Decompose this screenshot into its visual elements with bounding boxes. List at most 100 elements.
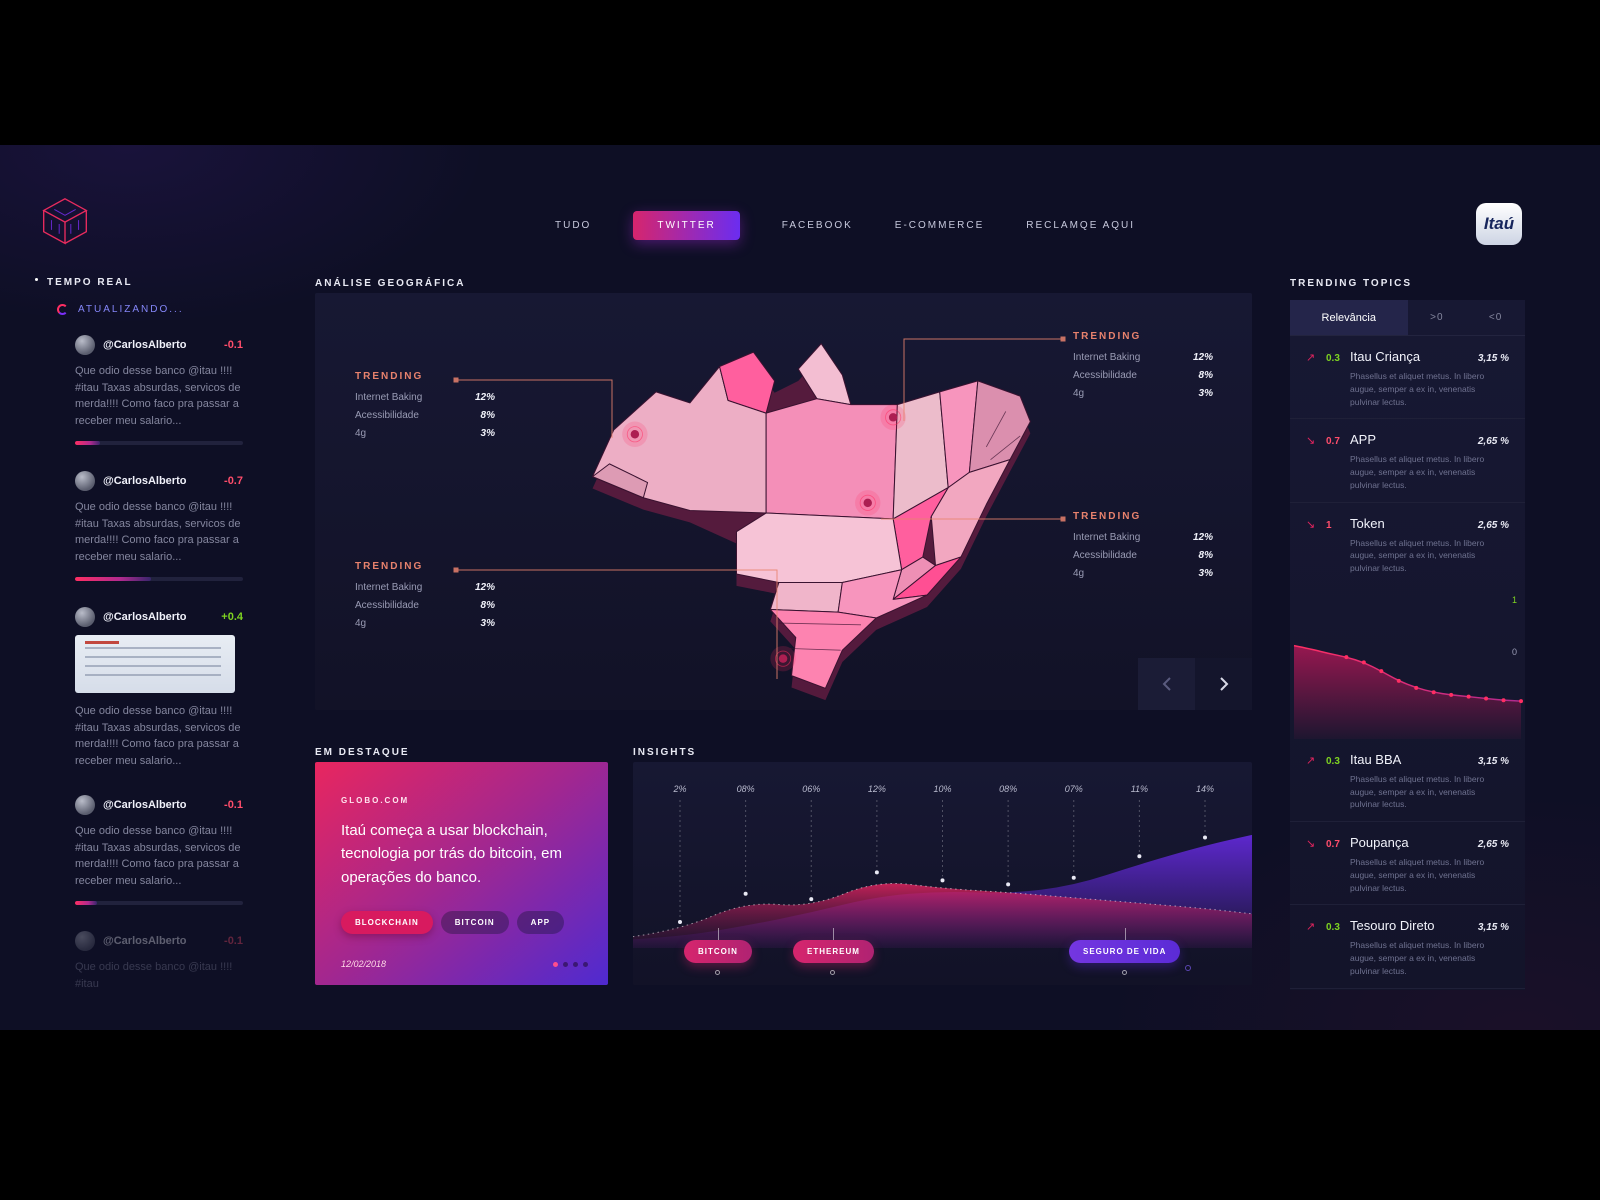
sentiment-score: -0.1 <box>224 339 243 351</box>
x-tick: 2% <box>673 784 687 794</box>
topic-item[interactable]: ↗ 0.3 Tesouro Direto 3,15 % Phasellus et… <box>1290 905 1525 989</box>
avatar <box>75 471 95 491</box>
nav-item-twitter[interactable]: TWITTER <box>633 211 740 240</box>
brazil-map[interactable] <box>530 303 1070 701</box>
topic-score: 0.3 <box>1326 755 1340 767</box>
trend-down-icon: ↘ <box>1306 838 1316 850</box>
feed-title: TEMPO REAL <box>35 277 245 288</box>
tweet-handle: @CarlosAlberto <box>103 799 187 811</box>
tweet-card[interactable]: @CarlosAlberto -0.1 Que odio desse banco… <box>75 931 243 992</box>
topic-item[interactable]: ↗ 0.3 Itau Criança 3,15 % Phasellus et a… <box>1290 336 1525 420</box>
tag-blockchain[interactable]: BLOCKCHAIN <box>341 910 433 934</box>
chart-pill-ethereum: ETHEREUM <box>793 928 874 975</box>
carousel-prev-button[interactable] <box>1138 658 1195 710</box>
topic-description: Phasellus et aliquet metus. In libero au… <box>1350 454 1485 490</box>
tweet-text: Que odio desse banco @itau !!!! #itau Ta… <box>75 365 241 427</box>
trending-topics-panel: Relevância >0 <0 ↗ 0.3 Itau Criança 3,15… <box>1290 300 1525 990</box>
nav-item-facebook[interactable]: FACEBOOK <box>781 220 853 231</box>
topic-item[interactable]: ↘ 0.7 Poupança 2,65 % Phasellus et aliqu… <box>1290 822 1525 906</box>
topic-percent: 2,65 % <box>1477 436 1509 448</box>
tweet-handle: @CarlosAlberto <box>103 475 187 487</box>
pill-stem <box>1124 928 1126 940</box>
pill-anchor-dot <box>1121 970 1127 975</box>
x-tick: 10% <box>933 784 952 794</box>
news-tags: BLOCKCHAIN BITCOIN APP <box>341 910 582 934</box>
topic-name: Poupança <box>1350 835 1409 850</box>
topic-score: 0.7 <box>1326 436 1340 448</box>
map-callout: TRENDING Internet Baking 12% Acessibilida… <box>355 371 495 439</box>
news-date: 12/02/2018 <box>341 959 387 969</box>
tab-negative[interactable]: <0 <box>1488 312 1503 323</box>
page-dot[interactable] <box>553 961 558 967</box>
pagination-dots <box>553 961 588 967</box>
sentiment-bar <box>75 901 243 905</box>
map-callout: TRENDING Internet Baking 12% Acessibilida… <box>355 561 495 629</box>
page-dot[interactable] <box>583 961 588 967</box>
insights-panel: 2% 08% 06% 12% 10% 08% 07% 11% 14% <box>633 762 1252 985</box>
insights-title: INSIGHTS <box>633 747 697 758</box>
pill-stem <box>717 928 719 940</box>
topic-item[interactable]: ↘ 1 Token 2,65 % Phasellus et aliquet me… <box>1290 503 1525 585</box>
chart-pill-seguro: SEGURO DE VIDA <box>1069 928 1181 975</box>
topic-name: Itau Criança <box>1350 349 1421 364</box>
insights-area-chart <box>633 800 1252 948</box>
featured-news-card[interactable]: GLOBO.COM Itaú começa a usar blockchain,… <box>315 762 608 985</box>
dashboard-app: TUDO TWITTER FACEBOOK E-COMMERCE RECLAMQ… <box>0 145 1600 1030</box>
tweet-text: Que odio desse banco @itau !!!! #itau Ta… <box>75 705 241 767</box>
map-callout: TRENDING Internet Baking 12% Acessibilida… <box>1073 511 1213 579</box>
topic-name: APP <box>1350 432 1377 448</box>
page-dot[interactable] <box>563 961 568 967</box>
tweet-text: Que odio desse banco @itau !!!! #itau Ta… <box>75 825 241 887</box>
topics-trend-chart: 1 0 <box>1290 591 1525 739</box>
avatar <box>75 795 95 815</box>
page-dot[interactable] <box>573 961 578 967</box>
geo-panel: TRENDING Internet Baking 12% Acessibilida… <box>315 293 1252 710</box>
pill-anchor-dot <box>714 970 720 975</box>
tweet-text: Que odio desse banco @itau !!!! #itau <box>75 961 233 990</box>
nav-item-reclame-aqui[interactable]: RECLAMQE AQUI <box>1026 220 1136 231</box>
nav-item-tudo[interactable]: TUDO <box>555 220 592 231</box>
tweet-handle: @CarlosAlberto <box>103 935 187 947</box>
topic-name: Itau BBA <box>1350 751 1402 767</box>
trend-down-icon: ↘ <box>1306 518 1316 531</box>
tab-positive[interactable]: >0 <box>1430 312 1444 323</box>
feed-status: ATUALIZANDO... <box>57 304 245 315</box>
map-callout: TRENDING Internet Baking 12% Acessibilida… <box>1073 331 1213 399</box>
x-tick: 08% <box>999 784 1018 794</box>
trend-up-icon: ↗ <box>1306 754 1316 767</box>
x-tick: 12% <box>867 784 886 794</box>
tweet-card[interactable]: @CarlosAlberto -0.1 Que odio desse banco… <box>75 795 243 905</box>
x-tick: 07% <box>1064 784 1083 794</box>
sentiment-score: -0.1 <box>224 935 243 947</box>
x-tick: 08% <box>736 784 755 794</box>
tweet-card[interactable]: @CarlosAlberto -0.1 Que odio desse banco… <box>75 335 243 445</box>
nav-item-ecommerce[interactable]: E-COMMERCE <box>894 220 985 231</box>
topic-item[interactable]: ↘ 0.7 APP 2,65 % Phasellus et aliquet me… <box>1290 419 1525 503</box>
tweet-image[interactable] <box>75 635 235 693</box>
tweet-card[interactable]: @CarlosAlberto -0.7 Que odio desse banco… <box>75 471 243 581</box>
avatar <box>75 931 95 951</box>
tab-relevancia[interactable]: Relevância <box>1290 300 1408 335</box>
map-carousel <box>1138 658 1252 710</box>
seguro-de-vida-pill[interactable]: SEGURO DE VIDA <box>1069 940 1181 963</box>
ethereum-pill[interactable]: ETHEREUM <box>793 940 874 963</box>
sentiment-score: -0.1 <box>224 799 243 811</box>
topic-description: Phasellus et aliquet metus. In libero au… <box>1350 773 1485 810</box>
tag-app[interactable]: APP <box>516 910 565 934</box>
tweet-text: Que odio desse banco @itau !!!! #itau Ta… <box>75 501 241 563</box>
sentiment-bar <box>75 441 243 445</box>
main-nav: TUDO TWITTER FACEBOOK E-COMMERCE RECLAMQ… <box>555 211 1135 240</box>
topic-score: 0.7 <box>1326 839 1340 850</box>
tweet-card[interactable]: @CarlosAlberto +0.4 Que odio desse banco… <box>75 607 243 769</box>
geo-title: ANÁLISE GEOGRÁFICA <box>315 278 466 289</box>
realtime-feed: TEMPO REAL ATUALIZANDO... @CarlosAlberto… <box>35 277 245 1027</box>
carousel-next-button[interactable] <box>1195 658 1252 710</box>
topic-item[interactable]: ↗ 0.3 Itau BBA 3,15 % Phasellus et aliqu… <box>1290 739 1525 822</box>
topic-score: 0.3 <box>1326 922 1340 934</box>
x-tick: 11% <box>1130 784 1149 794</box>
avatar <box>75 607 95 627</box>
pill-anchor-dot <box>830 970 836 975</box>
tag-bitcoin[interactable]: BITCOIN <box>440 910 509 934</box>
topic-description: Phasellus et aliquet metus. In libero au… <box>1350 537 1485 574</box>
bitcoin-pill[interactable]: BITCOIN <box>684 940 752 963</box>
